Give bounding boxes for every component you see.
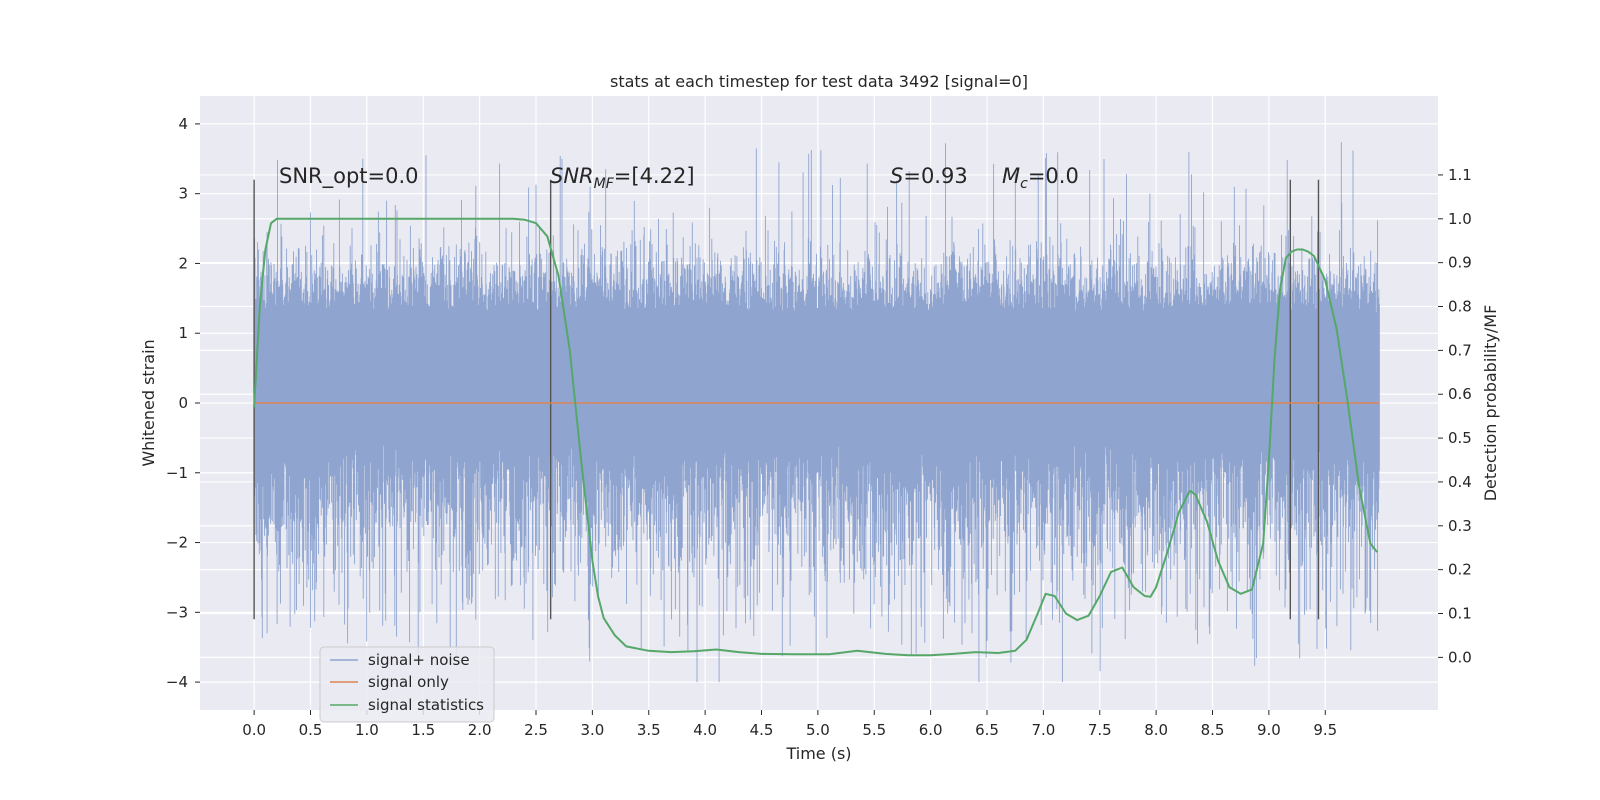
- y-tick-label: 0: [178, 394, 188, 412]
- y-tick-label: −1: [166, 464, 188, 482]
- y-tick-label: −3: [166, 603, 188, 621]
- x-tick-label: 7.0: [1031, 721, 1055, 739]
- y-axis-label: Whitened strain: [139, 339, 158, 466]
- x-tick-label: 2.5: [524, 721, 548, 739]
- y2-tick-label: 0.8: [1448, 298, 1472, 316]
- annotation-mc-symbol: M: [1002, 164, 1020, 188]
- y2-tick-label: 0.0: [1448, 648, 1472, 666]
- y2-tick-label: 0.2: [1448, 561, 1472, 579]
- annotation-mc: Mc=0.0: [1002, 164, 1079, 192]
- legend-label-signal-only: signal only: [368, 673, 449, 691]
- x-tick-label: 6.0: [919, 721, 943, 739]
- annotation-mc-value: =0.0: [1028, 164, 1079, 188]
- annotation-snr-opt: SNR_opt=0.0: [279, 164, 419, 189]
- chart-title: stats at each timestep for test data 349…: [610, 72, 1028, 91]
- x-tick-label: 0.0: [242, 721, 266, 739]
- x-tick-label: 0.5: [299, 721, 323, 739]
- annotation-s: S=0.93: [890, 164, 968, 188]
- legend: signal+ noise signal only signal statist…: [319, 646, 495, 723]
- annotation-mc-subscript: c: [1020, 176, 1028, 192]
- y2-tick-label: 0.1: [1448, 605, 1472, 623]
- y2-tick-label: 0.7: [1448, 341, 1472, 359]
- x-tick-label: 3.0: [580, 721, 604, 739]
- x-tick-label: 6.5: [975, 721, 999, 739]
- legend-label-signal-noise: signal+ noise: [368, 651, 470, 669]
- y2-tick-label: 1.1: [1448, 166, 1472, 184]
- annotation-s-value: =0.93: [903, 164, 967, 188]
- annotation-snr-mf-value: =[4.22]: [614, 164, 695, 188]
- x-tick-label: 3.5: [637, 721, 661, 739]
- x-tick-label: 8.0: [1144, 721, 1168, 739]
- x-axis-label: Time (s): [785, 744, 851, 763]
- y2-tick-label: 1.0: [1448, 210, 1472, 228]
- y-axis-left-ticks: 4 3 2 1 0 −1 −2 −3 −4: [166, 115, 200, 691]
- y2-tick-label: 0.3: [1448, 517, 1472, 535]
- annotation-s-symbol: S: [890, 164, 903, 188]
- x-tick-label: 5.5: [862, 721, 886, 739]
- y-tick-label: 1: [178, 324, 188, 342]
- y-tick-label: −2: [166, 534, 188, 552]
- x-axis-ticks: 0.0 0.5 1.0 1.5 2.0 2.5 3.0 3.5 4.0 4.5 5.0 5.5 6.0 6…: [242, 710, 1337, 739]
- y-tick-label: 2: [178, 254, 188, 272]
- x-tick-label: 4.0: [693, 721, 717, 739]
- annotations: SNR_opt=0.0 SNRMF=[4.22] S=0.93 Mc=0.0: [279, 164, 1079, 192]
- legend-label-signal-statistics: signal statistics: [368, 696, 484, 714]
- x-tick-label: 5.0: [806, 721, 830, 739]
- signal-statistics-line: [253, 217, 1378, 657]
- y-axis-right-ticks: 1.1 1.0 0.9 0.8 0.7 0.6 0.5 0.4 0.3 0.2 0.1 0.0: [1438, 166, 1472, 666]
- annotation-snr-mf: SNRMF=[4.22]: [550, 164, 695, 192]
- x-tick-label: 2.0: [468, 721, 492, 739]
- legend-box: [319, 646, 495, 723]
- x-tick-label: 7.5: [1088, 721, 1112, 739]
- y2-tick-label: 0.5: [1448, 429, 1472, 447]
- y2-tick-label: 0.9: [1448, 254, 1472, 272]
- x-tick-label: 9.5: [1313, 721, 1337, 739]
- x-tick-label: 9.0: [1257, 721, 1281, 739]
- x-tick-label: 1.0: [355, 721, 379, 739]
- y-tick-label: 4: [178, 115, 188, 133]
- series-signal-statistics: [253, 217, 1378, 657]
- y-axis-right-label: Detection probability/MF: [1481, 305, 1500, 502]
- x-tick-label: 8.5: [1201, 721, 1225, 739]
- x-tick-label: 4.5: [750, 721, 774, 739]
- series-signal-noise: [253, 142, 1380, 683]
- x-tick-label: 1.5: [411, 721, 435, 739]
- y-tick-label: −4: [166, 673, 188, 691]
- y-tick-label: 3: [178, 185, 188, 203]
- y2-tick-label: 0.6: [1448, 385, 1472, 403]
- annotation-snr-mf-subscript: MF: [594, 176, 615, 192]
- y2-tick-label: 0.4: [1448, 473, 1472, 491]
- annotation-snr-mf-symbol: SNR: [550, 164, 594, 188]
